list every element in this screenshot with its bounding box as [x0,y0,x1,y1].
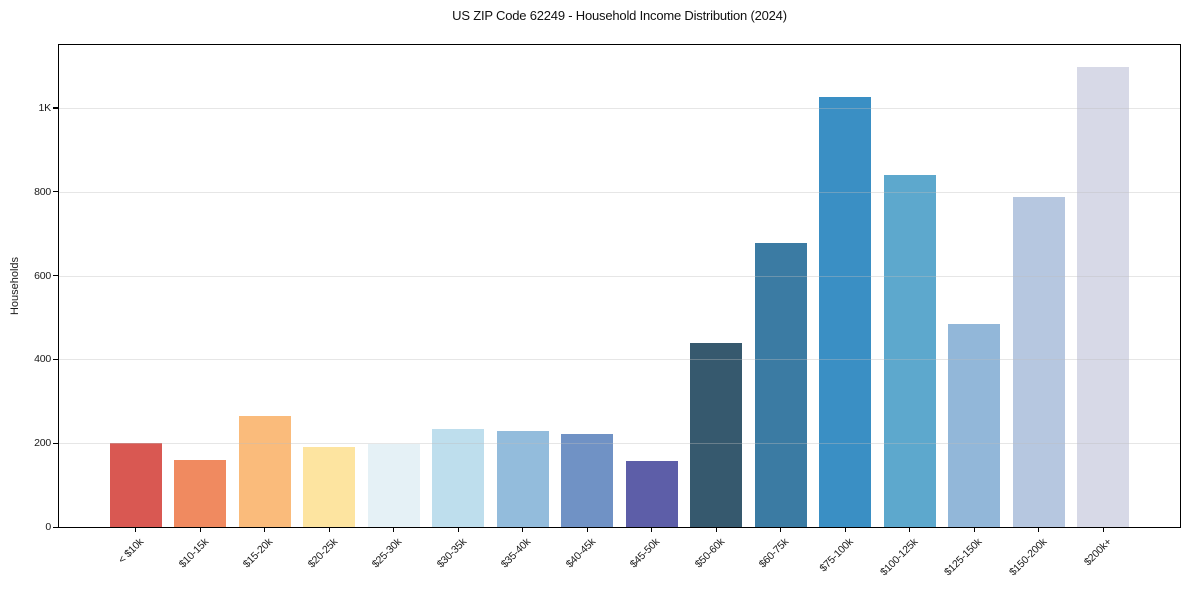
x-tick-mark-$150-200k [1038,527,1040,532]
x-tick-label-$20-25k: $20-25k [305,536,340,571]
x-tick-label-$150-200k: $150-200k [1006,536,1050,579]
bar-$10-15k [174,459,227,527]
x-tick-mark-< $10k [135,527,137,532]
y-tick-label-1K: 1K [38,101,52,114]
x-tick-mark-$25-30k [393,527,395,532]
x-tick-mark-$15-20k [264,527,266,532]
x-tick-label-$40-45k: $40-45k [563,536,598,571]
x-tick-label-$45-50k: $45-50k [627,536,663,571]
y-tick-mark-400 [53,358,59,361]
bar-$200k+ [1077,66,1130,527]
chart-title: US ZIP Code 62249 - Household Income Dis… [452,8,787,23]
y-tick-mark-0 [53,526,59,528]
x-tick-mark-$125-150k [973,527,975,532]
x-tick-mark-$35-40k [522,527,524,532]
plot-area [59,45,1180,527]
bar-$30-35k [432,429,485,527]
y-tick-mark-800 [53,191,59,193]
x-tick-mark-$200k+ [1102,527,1104,532]
bar-$20-25k [303,446,356,527]
y-tick-label-0: 0 [45,521,51,533]
x-tick-label-$25-30k: $25-30k [369,536,405,571]
gridline-1K [59,107,1180,109]
bar-$150-200k [1012,197,1065,527]
x-tick-label-$75-100k: $75-100k [817,536,856,575]
x-tick-mark-$50-60k [715,527,717,532]
y-tick-mark-200 [53,442,59,444]
x-tick-mark-$20-25k [328,527,330,532]
y-tick-mark-600 [53,275,59,277]
x-tick-label-$15-20k: $15-20k [240,536,276,571]
gridline-600 [59,275,1180,277]
x-tick-mark-$40-45k [586,527,588,532]
bar-$25-30k [367,444,420,527]
x-tick-label-$60-75k: $60-75k [756,536,792,571]
x-tick-mark-$100-125k [909,527,911,532]
x-tick-label-$30-35k: $30-35k [434,536,469,571]
gridline-200 [59,443,1180,445]
bar-$75-100k [819,97,872,527]
gridline-400 [59,359,1180,361]
bar-$35-40k [496,430,549,527]
bar-$100-125k [883,174,936,527]
y-tick-label-600: 600 [34,269,51,282]
x-tick-mark-$45-50k [651,527,653,532]
bar-$125-150k [948,324,1001,527]
y-axis-label: Households [9,256,21,316]
x-tick-label-$125-150k: $125-150k [942,536,985,579]
x-tick-label-$100-125k: $100-125k [877,536,921,579]
y-tick-label-400: 400 [34,353,51,366]
gridline-800 [59,191,1180,193]
x-tick-label-$35-40k: $35-40k [498,536,534,571]
y-tick-label-800: 800 [34,185,51,198]
x-tick-label-$200k+: $200k+ [1081,536,1114,569]
x-tick-mark-$75-100k [844,527,846,532]
x-tick-label-< $10k: < $10k [116,536,147,567]
bar-< $10k [109,443,162,527]
x-tick-label-$50-60k: $50-60k [692,536,727,571]
bar-$50-60k [690,342,743,527]
y-tick-mark-1K [53,107,59,109]
bar-$45-50k [625,460,678,527]
x-tick-label-$10-15k: $10-15k [176,536,211,571]
x-tick-mark-$30-35k [457,527,459,532]
x-tick-mark-$10-15k [199,527,201,532]
x-tick-mark-$60-75k [780,527,782,532]
bar-$60-75k [754,243,807,527]
bar-$40-45k [561,434,614,527]
y-tick-label-200: 200 [34,437,51,450]
bar-$15-20k [238,416,291,527]
